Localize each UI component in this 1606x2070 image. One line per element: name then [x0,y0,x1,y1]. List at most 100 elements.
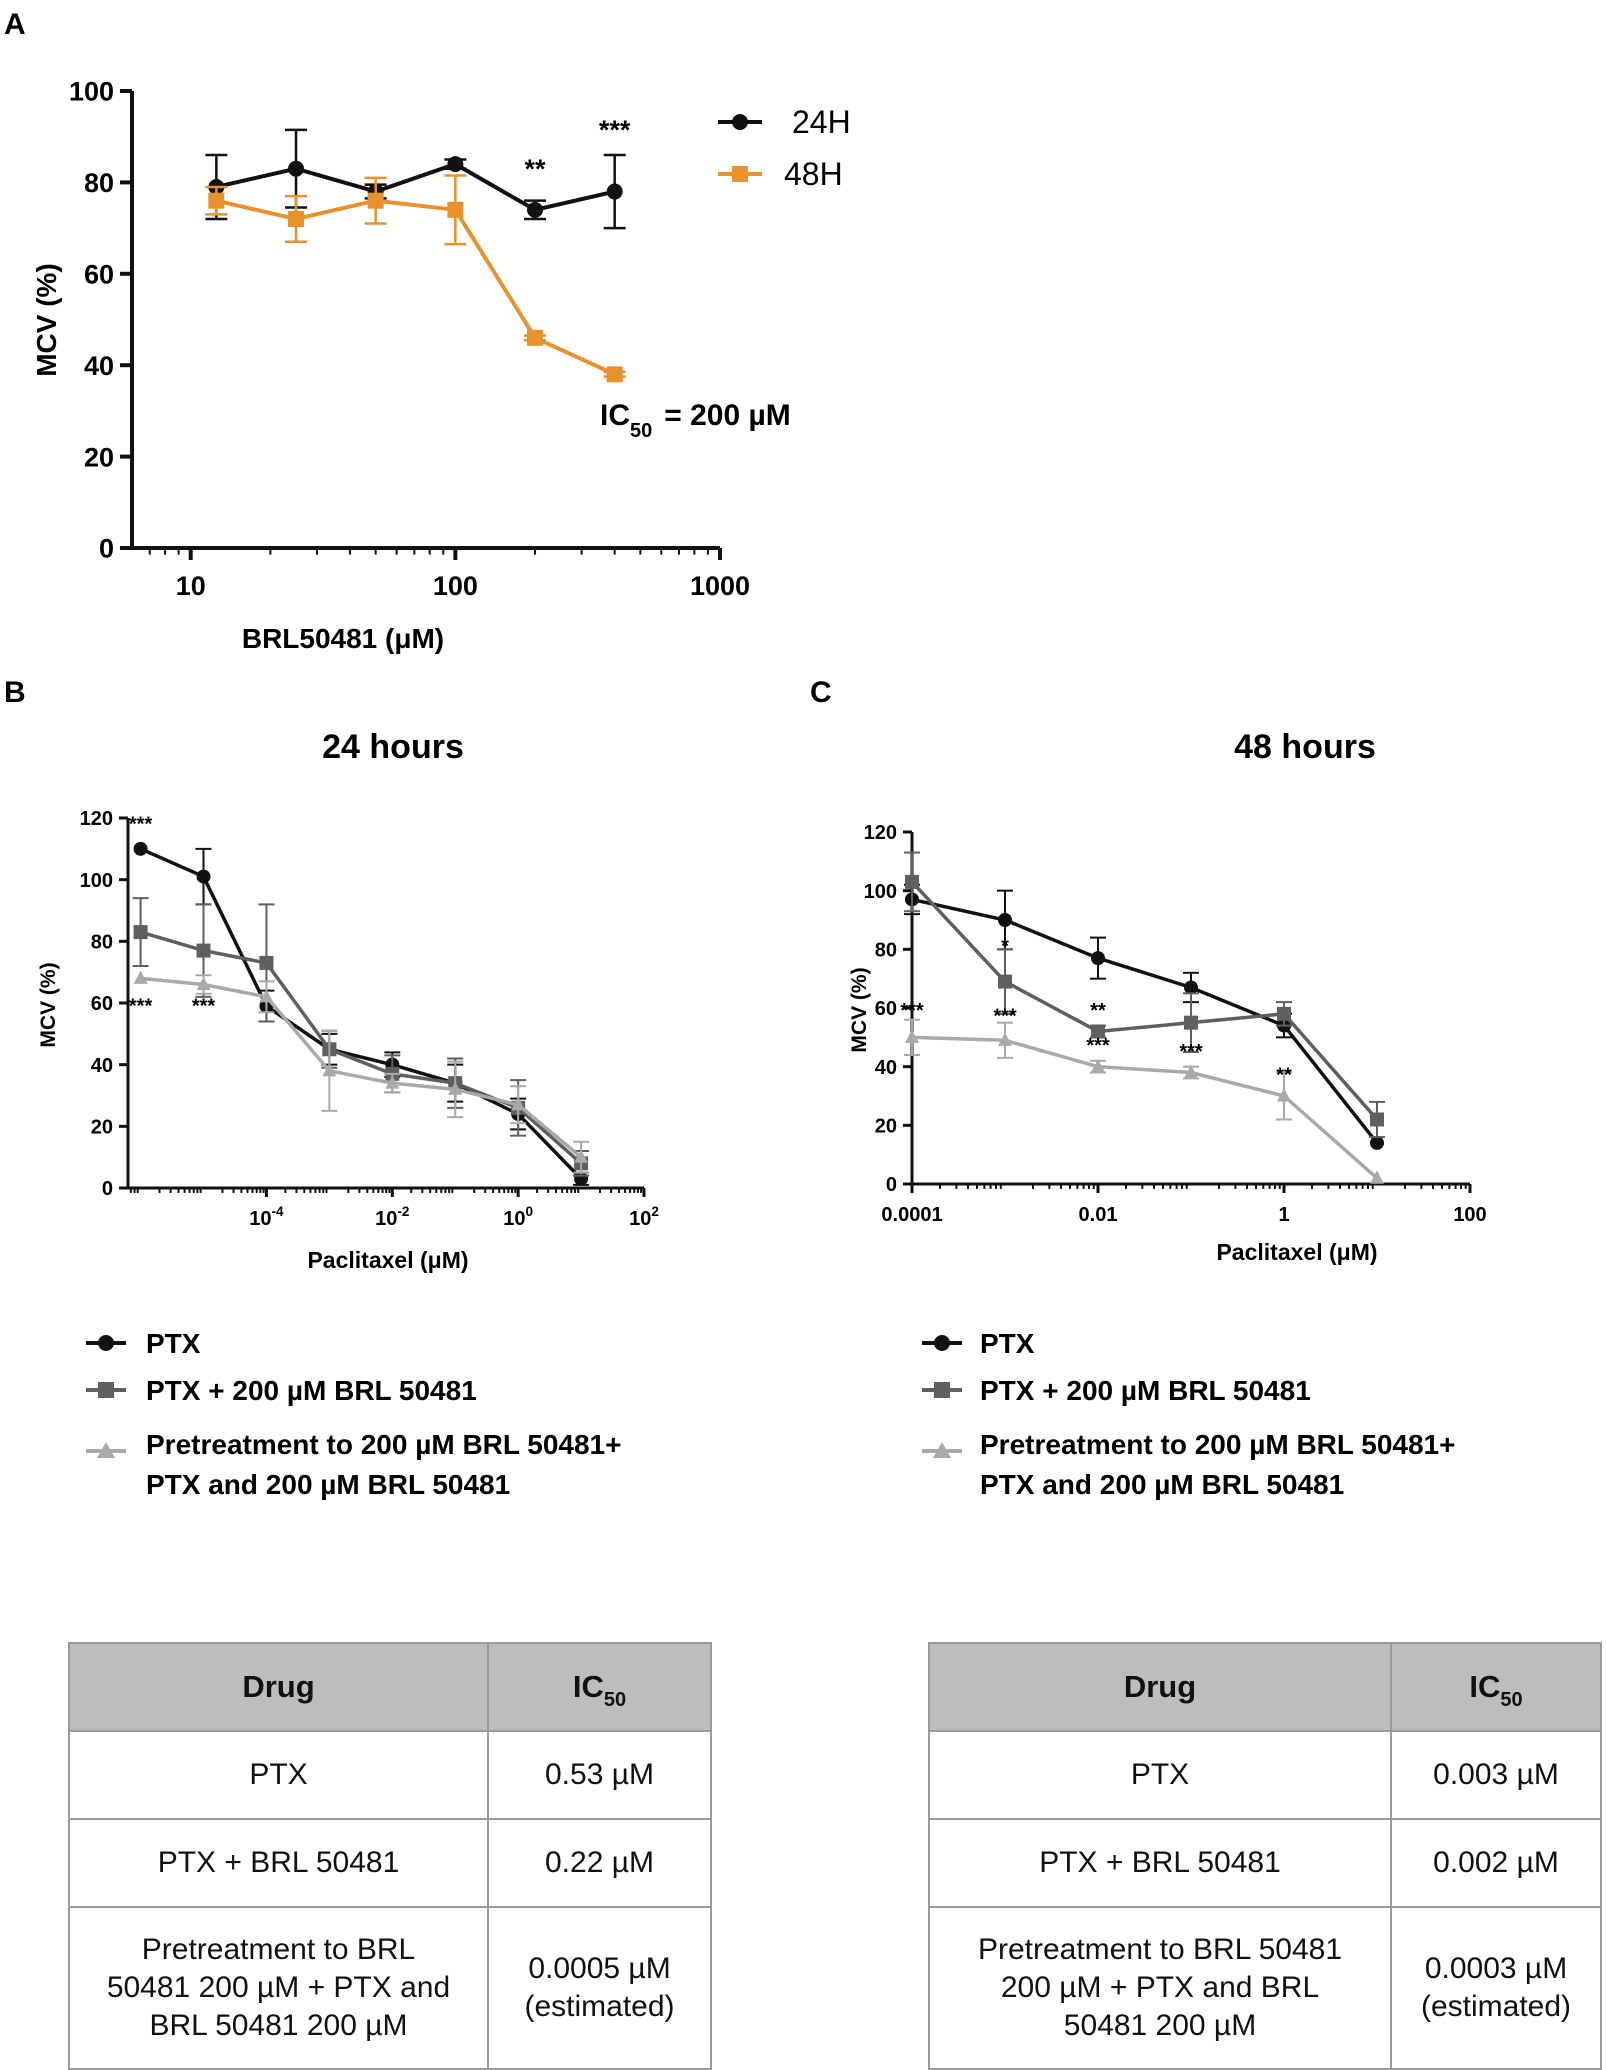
data-point [288,160,305,177]
data-point [905,874,919,889]
chart-c-xlabel: Paclitaxel (μM) [1216,1239,1377,1265]
y-tick-label: 20 [91,1117,113,1139]
series-2 [133,970,590,1174]
data-point [133,841,148,856]
table-right-ic50-combo: 0.002 µM [1390,1818,1602,1908]
x-tick-label: 1 [1278,1204,1289,1226]
series-line [215,198,616,377]
y-tick-label: 20 [875,1116,897,1138]
y-tick-label: 60 [875,998,897,1020]
chart-b-ylabel: MCV (%) [37,962,60,1047]
table-left-ic50-ptx: 0.53 µM [487,1730,712,1820]
legend-c-marker-brl [934,1382,950,1398]
data-point [447,156,464,173]
data-point [196,943,211,958]
legend-c-label-brl: PTX + 200 µM BRL 50481 [980,1375,1311,1406]
series-1 [205,174,626,383]
series-line [139,847,583,1180]
series-line [140,976,583,1159]
data-point [259,989,274,1003]
panel-label-a: A [4,8,26,41]
data-point [1184,1064,1198,1079]
data-point [385,1075,400,1089]
data-point [527,329,544,346]
significance-label: * [1001,935,1009,957]
table-left-header-drug: Drug [68,1642,489,1732]
x-tick-label: 102 [629,1204,659,1230]
y-tick-label: 40 [91,1055,113,1077]
table-row: Pretreatment to BRL 50481 200 µM + PTX a… [928,1906,1602,2070]
y-tick-label: 60 [84,260,114,290]
series-line [911,1035,1379,1180]
y-tick-label: 40 [84,351,114,381]
chart-c-ylabel: MCV (%) [848,967,871,1052]
panel-label-b: B [4,676,26,709]
data-point [288,210,305,227]
legend-a-marker-48h [732,166,748,182]
table-left-ic50-combo: 0.22 µM [487,1818,712,1908]
y-tick-label: 60 [91,993,113,1015]
table-row: PTX + BRL 50481 0.002 µM [928,1818,1602,1908]
significance-label: *** [1086,1035,1110,1057]
series-0 [904,883,1384,1150]
ic50-table-left: Drug IC50 PTX 0.53 µM PTX + BRL 50481 0.… [68,1642,712,2070]
data-point [905,1029,919,1043]
data-point [998,913,1012,927]
legend-c: PTX PTX + 200 µM BRL 50481 Pretreatment … [922,1328,1455,1500]
legend-c-label-pre-1: Pretreatment to 200 µM BRL 50481+ [980,1429,1455,1460]
table-left-drug-ptx: PTX [68,1730,489,1820]
data-point [1370,1135,1384,1150]
y-tick-label: 0 [886,1174,897,1196]
legend-c-label-ptx: PTX [980,1328,1035,1359]
table-left-drug-combo: PTX + BRL 50481 [68,1818,489,1908]
y-tick-label: 100 [80,870,113,892]
data-point [1370,1112,1384,1127]
chart-b-xlabel: Paclitaxel (μM) [307,1247,468,1273]
table-row: PTX + BRL 50481 0.22 µM [68,1818,712,1908]
data-point [447,201,464,218]
y-tick-label: 120 [80,808,113,830]
y-tick-label: 120 [864,822,897,844]
table-right-drug-combo: PTX + BRL 50481 [928,1818,1392,1908]
series-1 [904,851,1385,1139]
y-tick-label: 80 [91,932,113,954]
series-2 [904,1018,1384,1184]
legend-c-label-pre-2: PTX and 200 µM BRL 50481 [980,1469,1344,1500]
y-tick-label: 0 [102,1178,113,1200]
data-point [367,192,384,209]
y-tick-label: 100 [864,881,897,903]
table-row: PTX 0.003 µM [928,1730,1602,1820]
chart-c-title: 48 hours [1234,728,1376,766]
table-right-drug-pretreatment: Pretreatment to BRL 50481 200 µM + PTX a… [928,1906,1392,2070]
x-tick-label: 0.0001 [881,1204,942,1226]
data-point [998,974,1012,989]
x-tick-label: 100 [503,1204,533,1230]
data-point [1091,1058,1105,1073]
x-tick-label: 10 [176,571,206,601]
data-point [1184,980,1198,995]
significance-label: *** [192,995,216,1017]
data-point [196,869,211,884]
table-left-header-ic50: IC50 [487,1642,712,1732]
y-tick-label: 80 [875,940,897,962]
table-row: PTX 0.53 µM [68,1730,712,1820]
data-point [133,970,148,984]
legend-b-label-ptx: PTX [146,1328,201,1359]
significance-label: *** [599,115,631,145]
legend-a: 24H 48H [718,104,851,192]
legend-b-marker-ptx [98,1335,114,1351]
series-1 [132,897,590,1177]
data-point [1184,1015,1198,1030]
legend-a-marker-24h [732,114,748,130]
x-tick-label: 100 [433,571,478,601]
data-point [196,976,211,991]
significance-label: *** [129,995,153,1017]
table-row: Pretreatment to BRL 50481 200 µM + PTX a… [68,1906,712,2070]
ic50-table-right: Drug IC50 PTX 0.003 µM PTX + BRL 50481 0… [928,1642,1602,2070]
series-line [910,880,1379,1121]
table-left-drug-pretreatment: Pretreatment to BRL 50481 200 µM + PTX a… [68,1906,489,2070]
chart-b: 0 20 40 60 80 100 120 10-4 10-2 100 102 *** *** *** [80,808,660,1230]
ic50-annotation: IC50 = 200 µM [600,399,791,442]
